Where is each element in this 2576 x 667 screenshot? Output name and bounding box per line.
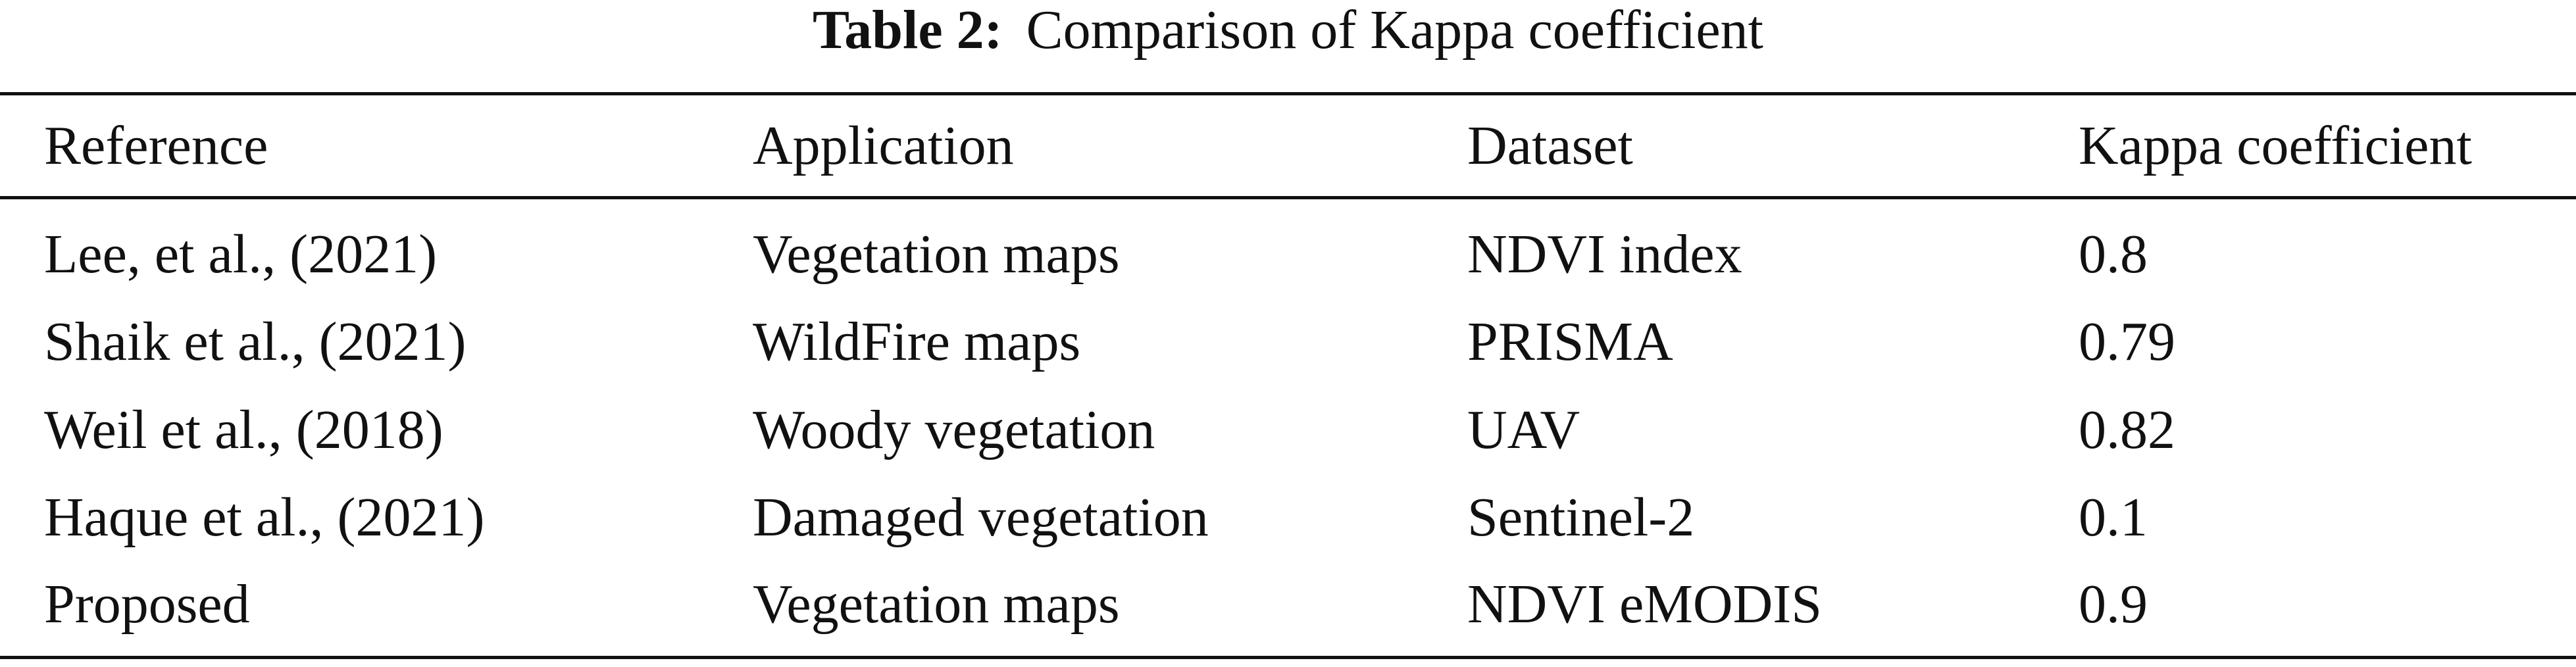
table-cell: PRISMA: [1467, 311, 1673, 372]
table-cell: Haque et al., (2021): [44, 487, 485, 548]
table-cell: 0.9: [2079, 574, 2148, 635]
table-cell: Sentinel-2: [1467, 487, 1695, 548]
header-cell: Dataset: [1467, 115, 1633, 176]
top-rule: [0, 92, 2576, 95]
bottom-rule: [0, 656, 2576, 659]
table-cell: Proposed: [44, 574, 250, 635]
table-cell: Damaged vegetation: [753, 487, 1209, 548]
table-cell: Lee, et al., (2021): [44, 224, 438, 285]
header-cell: Application: [753, 115, 1014, 176]
table-cell: Vegetation maps: [753, 224, 1120, 285]
table-cell: 0.8: [2079, 224, 2148, 285]
table-cell: NDVI eMODIS: [1467, 574, 1822, 635]
table-cell: 0.82: [2079, 399, 2175, 460]
header-cell: Kappa coefficient: [2079, 115, 2472, 176]
caption-text: Comparison of Kappa coefficient: [1026, 0, 1764, 61]
table-cell: Vegetation maps: [753, 574, 1120, 635]
table-cell: Weil et al., (2018): [44, 399, 443, 460]
table-cell: 0.1: [2079, 487, 2148, 548]
table-cell: Woody vegetation: [753, 399, 1155, 460]
table-cell: 0.79: [2079, 311, 2175, 372]
table-cell: Shaik et al., (2021): [44, 311, 467, 372]
table-cell: NDVI index: [1467, 224, 1742, 285]
header-rule: [0, 196, 2576, 199]
caption: Table 2: Comparison of Kappa coefficient: [0, 0, 2576, 61]
caption-label: Table 2:: [812, 0, 1003, 61]
table-cell: UAV: [1467, 399, 1580, 460]
table-cell: WildFire maps: [753, 311, 1081, 372]
header-cell: Reference: [44, 115, 268, 176]
